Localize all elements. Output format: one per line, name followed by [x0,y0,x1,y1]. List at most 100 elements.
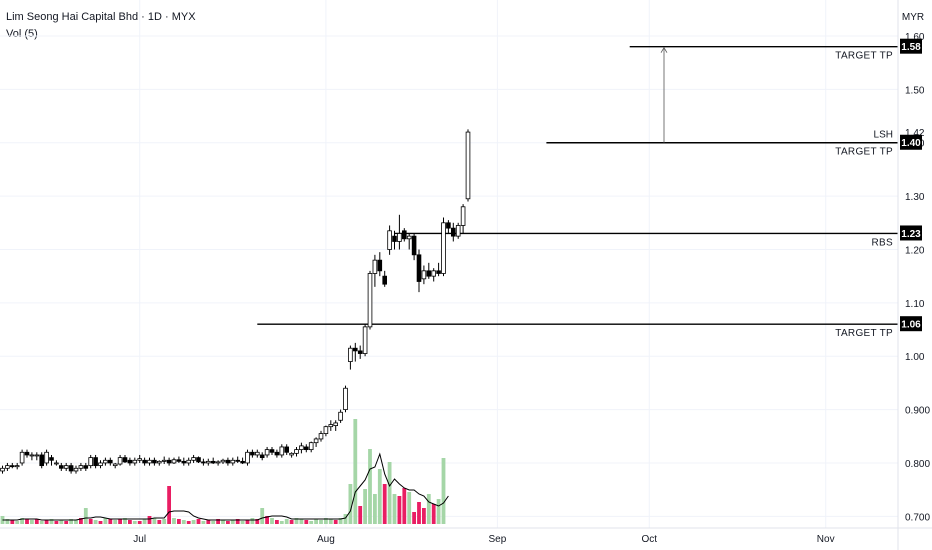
candle-body [59,465,64,469]
volume-bar [132,521,137,524]
candle-body [201,461,206,464]
candle-body [254,451,260,456]
level-label: TARGET TP [835,328,893,339]
volume-bar [162,519,167,524]
candle-body [68,465,74,472]
candle-body [225,459,231,464]
candle-body [279,446,285,456]
volume-bar [5,519,10,524]
volume-bar [377,469,382,524]
time-tick-label: Jul [133,534,146,545]
volume-bar [186,521,191,524]
candle-body [210,460,216,464]
volume-bar [93,520,98,524]
volume-bar [284,519,289,524]
candle-body [264,449,270,456]
time-axis[interactable]: JulAugSepOctNovDec [0,527,932,545]
volume-bar [368,449,372,524]
candle-body [431,270,436,277]
volume-bar [407,492,412,524]
candle-body [44,451,49,464]
volume-bar [373,494,377,524]
price-label-box [900,38,922,54]
price-tick-label: 1.10 [905,299,925,310]
projection-arrow[interactable] [660,46,668,143]
candle-body [161,459,167,462]
price-tick-label: 0.700 [905,512,930,523]
candle-body [176,459,182,462]
candle-body [421,270,427,280]
volume-bar [235,519,240,524]
candle-body [205,460,211,464]
price-label-box [900,134,922,150]
candle-body [313,438,319,444]
volume-bar [245,520,250,524]
candle-body [98,462,103,467]
time-tick-label: Aug [317,534,335,545]
volume-ma-line [2,452,449,521]
candle-body [220,459,226,463]
candle-body [93,457,98,467]
price-axis[interactable]: MYR0.7000.8000.9001.001.101.201.301.401.… [897,0,930,550]
volume-bar [417,502,421,524]
candle-body [24,451,30,456]
volume-bar [397,496,402,524]
candle-body [392,235,397,242]
candle-body [235,459,241,462]
volume-bar [108,519,113,524]
candle-body [284,446,289,453]
chart-title: Lim Seong Hai Capital Bhd · 1D · MYX [6,11,196,23]
candle-body [196,457,201,463]
candle-body [156,460,162,464]
volume-bar [211,521,216,524]
volume-bar [172,518,176,524]
candle-body [460,206,466,226]
volume-bar [260,508,265,524]
volume-bar [152,518,157,524]
candle-body [416,254,422,282]
candle-body [387,230,392,250]
candle-body [357,350,363,354]
volume-bar [289,520,294,524]
volume-bar [74,520,78,524]
volume-bar [30,520,34,524]
volume-bar [270,518,274,524]
volume-bar [49,519,54,524]
candle-body [122,457,128,463]
candle-body [250,451,255,456]
candlesticks [0,129,471,474]
price-label-box-text: 1.58 [901,42,921,53]
volume-bar [64,521,69,524]
candle-body [455,225,461,237]
candle-body [362,326,368,354]
price-label-box-text: 1.23 [901,229,921,240]
candle-body [14,465,20,468]
candle-body [240,460,245,464]
volume-bar [206,520,211,524]
price-label-box [900,225,922,241]
candle-body [230,459,236,464]
candle-body [142,459,147,464]
candle-body [171,459,177,464]
level-label: RBS [872,237,893,248]
level-extra-label: LSH [874,130,893,141]
volume-bar [255,519,260,524]
volume-indicator-label: Vol (5) [6,28,38,40]
volume-bar [392,494,397,524]
price-tick-label: 1.30 [905,192,925,203]
volume-bars [0,419,446,524]
candle-body [352,347,358,352]
price-tick-label: 1.60 [905,32,925,43]
volume-bar [15,521,20,524]
horizontal-levels[interactable]: TARGET TP TARGET TP LSH RBS TARGET TP [257,45,898,340]
volume-bar [265,516,269,524]
arrow-head-icon [660,46,668,53]
price-label-box [900,316,922,332]
volume-bar [402,488,407,524]
candle-body [152,459,157,464]
volume-bar [358,506,363,524]
candle-body [343,387,348,410]
grid-lines [0,0,898,528]
level-label: TARGET TP [835,51,893,62]
